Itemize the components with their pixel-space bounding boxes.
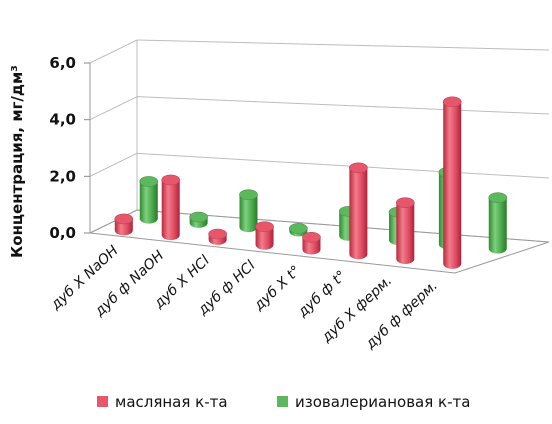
bar-cap [349, 162, 368, 174]
bar-body [255, 226, 274, 250]
bar [189, 211, 208, 228]
bar-body [443, 101, 462, 269]
bar [396, 197, 415, 265]
bar-body [488, 197, 507, 254]
bar-cap [161, 174, 181, 186]
y-tick-label: 2,0 [49, 167, 76, 185]
bar-cap [396, 197, 415, 208]
legend-swatch [97, 396, 108, 407]
legend-label: изовалериановая к-та [295, 393, 470, 411]
bar-cap [488, 192, 508, 204]
bar-body [161, 179, 180, 241]
bar [488, 192, 508, 254]
bar-cap [139, 176, 159, 187]
grid-line-side [89, 96, 138, 121]
grid-line-side [89, 152, 138, 177]
bar-cap [255, 221, 274, 233]
y-tick-label: 0,0 [49, 224, 76, 242]
bar [239, 189, 258, 233]
bar-body [139, 181, 158, 224]
legend-label: масляная к-та [115, 393, 228, 411]
y-tick-label: 4,0 [49, 111, 76, 129]
bar [302, 231, 321, 255]
grid-line [136, 39, 550, 51]
bar [161, 174, 181, 241]
bar-cap [442, 96, 462, 108]
bar [349, 162, 368, 260]
bar-body [349, 167, 368, 260]
grid-line [136, 152, 550, 179]
grid-line [136, 96, 550, 115]
legend-swatch [277, 396, 288, 407]
bar [289, 223, 308, 237]
y-axis-ticks: 0,0 2,0 4,0 6,0 [49, 54, 90, 242]
y-tick-label: 6,0 [49, 54, 76, 72]
grid-line-side [89, 39, 138, 64]
bar [255, 221, 274, 250]
bar-body [396, 202, 415, 265]
bar-cap [302, 231, 321, 243]
bar-cap [289, 223, 308, 234]
bar [442, 96, 462, 269]
bar-body [239, 194, 258, 233]
bar-cap [208, 228, 227, 240]
bar-cap [239, 189, 258, 201]
bar [114, 213, 134, 236]
bar [208, 228, 227, 245]
bar-cap [114, 213, 134, 225]
bar [139, 176, 159, 224]
bar-cap [189, 211, 208, 223]
y-axis-title: Концентрация, мг/дм³ [8, 65, 26, 258]
bars [114, 96, 508, 269]
legend: масляная к-та изовалериановая к-та [97, 393, 470, 411]
